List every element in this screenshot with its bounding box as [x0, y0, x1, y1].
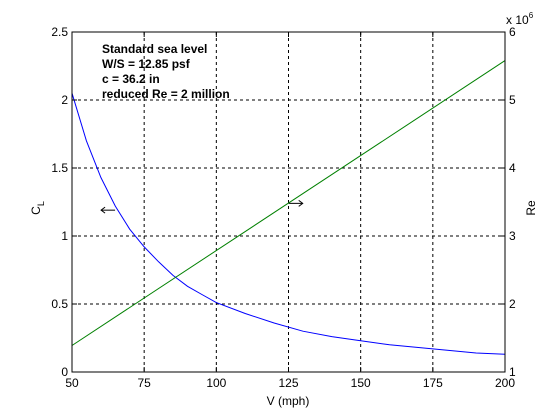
annotation-line-4: reduced Re = 2 million: [102, 87, 230, 101]
y-right-tick-label: 3: [509, 229, 516, 243]
y-right-tick-label: 4: [509, 161, 516, 175]
x-tick-label: 200: [495, 376, 515, 390]
right-axis-multiplier: x 106: [506, 11, 534, 27]
y-left-tick-label: 2: [61, 93, 68, 107]
right-arrow-icon: [288, 199, 304, 207]
y-right-tick-label: 1: [509, 365, 516, 379]
x-tick-label: 150: [351, 376, 371, 390]
svg-text:x 106: x 106: [506, 11, 534, 27]
y-left-tick-label: 1.5: [51, 161, 68, 175]
x-tick-label: 175: [423, 376, 443, 390]
reynolds-number-line: [71, 60, 506, 346]
lift-coefficient-curve: [71, 93, 506, 355]
y-left-tick-label: 2.5: [51, 25, 68, 39]
series-group: [71, 60, 506, 355]
arrows-group: [100, 199, 304, 214]
x-tick-label: 50: [65, 376, 79, 390]
y-left-tick-label: 1: [61, 229, 68, 243]
y-right-tick-label: 2: [509, 297, 516, 311]
x-tick-label: 100: [206, 376, 226, 390]
grid: [72, 32, 505, 372]
arrow-head: [100, 206, 106, 214]
y-left-tick-label: 0.5: [51, 297, 68, 311]
arrow-head: [298, 199, 304, 207]
x-tick-label: 125: [278, 376, 298, 390]
annotation-line-2: W/S = 12.85 psf: [102, 57, 191, 71]
y-right-tick-label: 6: [509, 25, 516, 39]
right-axis-label: Re: [524, 200, 538, 216]
x-axis-label: V (mph): [267, 394, 310, 408]
ticks-group: 50 75 100 125 150 175 200 0 0.5 1 1.5 2 2.5 1 2 3 4 5 6: [51, 25, 516, 390]
y-left-tick-label: 0: [61, 365, 68, 379]
svg-text:CL: CL: [29, 201, 46, 215]
left-arrow-icon: [100, 206, 116, 214]
x-tick-label: 75: [137, 376, 151, 390]
left-axis-label: CL: [29, 201, 46, 215]
y-right-tick-label: 5: [509, 93, 516, 107]
annotation-line-3: c = 36.2 in: [102, 72, 160, 86]
annotation-line-1: Standard sea level: [102, 42, 207, 56]
